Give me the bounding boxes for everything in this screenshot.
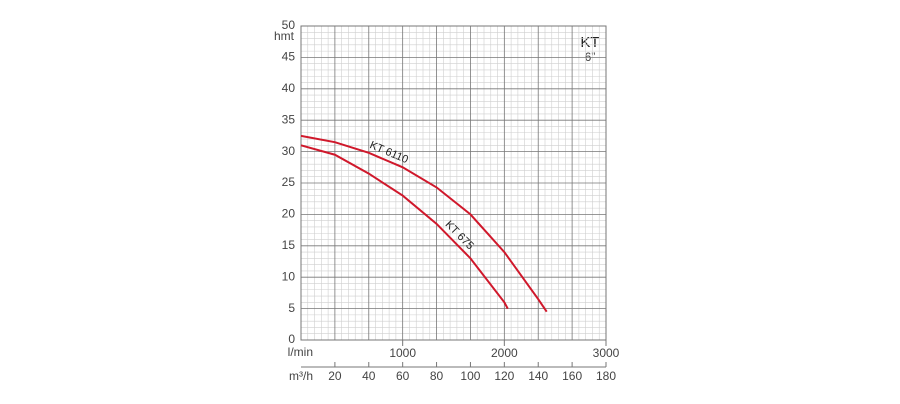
y-tick-label: 15 <box>282 238 296 252</box>
y-tick-label: 45 <box>282 50 296 64</box>
curve <box>300 134 548 313</box>
x2-tick-label: 2000 <box>491 346 518 360</box>
y-axis-label: hmt <box>274 29 295 43</box>
y-tick-label: 30 <box>282 144 296 158</box>
y-tick-label: 25 <box>282 175 296 189</box>
y-tick-label: 35 <box>282 112 296 126</box>
plot-frame <box>300 25 607 341</box>
annotation: KT <box>580 34 599 51</box>
y-tick-label: 50 <box>282 18 296 32</box>
x2-tick-label: 3000 <box>593 346 620 360</box>
x-tick-label: 60 <box>396 369 410 383</box>
x-tick-label: 140 <box>528 369 548 383</box>
x-tick-label: 180 <box>596 369 616 383</box>
x-tick-label: 100 <box>460 369 480 383</box>
x2-tick-label: 1000 <box>389 346 416 360</box>
x-tick-label: 120 <box>494 369 514 383</box>
y-tick-label: 10 <box>282 269 296 283</box>
x-tick-label: 20 <box>328 369 342 383</box>
x-tick-label: 160 <box>562 369 582 383</box>
curve <box>300 144 509 310</box>
y-tick-label: 0 <box>288 332 295 346</box>
x2-axis-label: l/min <box>288 345 313 359</box>
x-tick-label: 40 <box>362 369 376 383</box>
x-tick-label: 80 <box>430 369 444 383</box>
x-axis-label: m³/h <box>289 369 313 383</box>
y-tick-label: 40 <box>282 81 296 95</box>
y-tick-label: 20 <box>282 207 296 221</box>
y-tick-label: 5 <box>288 301 295 315</box>
